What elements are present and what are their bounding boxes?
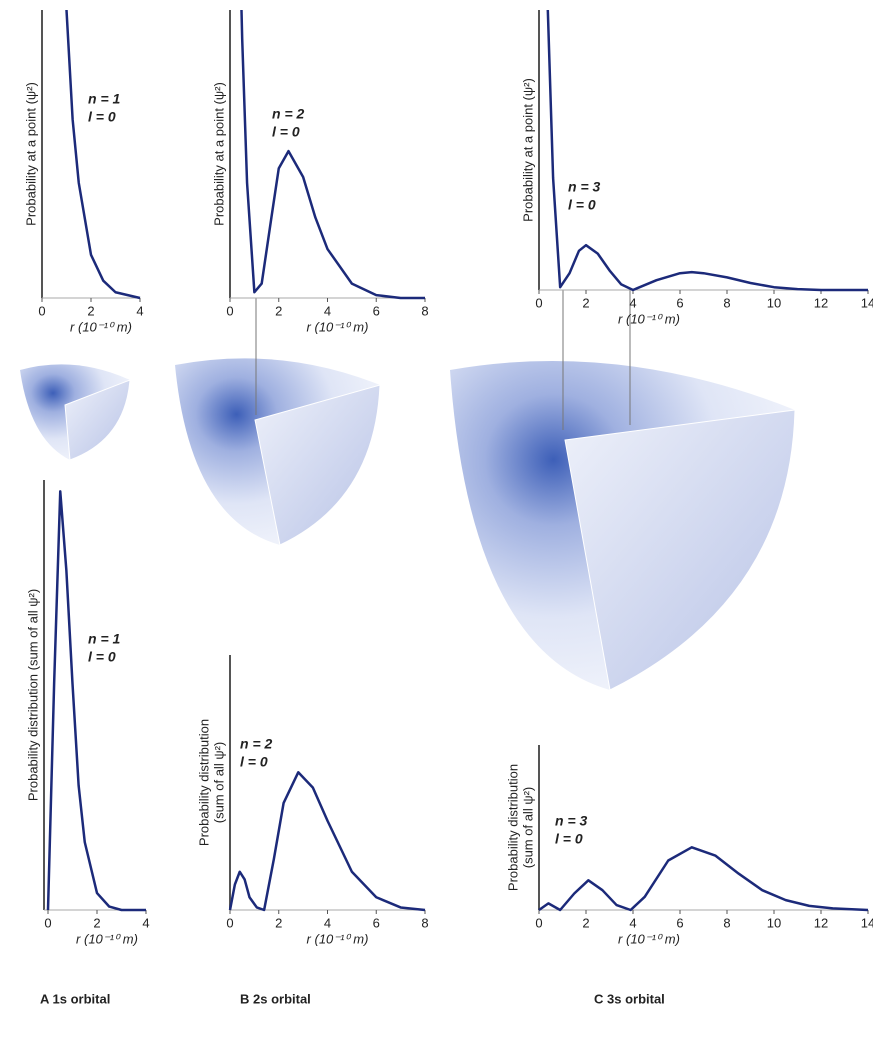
x-tick-label: 6 xyxy=(676,295,683,310)
plot: 0 2 4 6 8 10 12 14 r (10⁻¹⁰ m) Probability at a p… xyxy=(520,10,873,326)
annotation: n = 1 xyxy=(88,631,121,647)
x-tick-label: 2 xyxy=(87,303,94,318)
x-tick-label: 6 xyxy=(373,303,380,318)
connector-lines xyxy=(255,290,631,430)
x-tick-label: 10 xyxy=(767,915,781,930)
annotation: n = 2 xyxy=(240,736,273,752)
y-axis-label: (sum of all ψ²) xyxy=(211,742,226,824)
x-axis-label: r (10⁻¹⁰ m) xyxy=(307,319,369,334)
annotation: n = 1 xyxy=(88,91,121,107)
curve xyxy=(228,771,426,912)
x-tick-label: 8 xyxy=(723,295,730,310)
x-tick-label: 8 xyxy=(723,915,730,930)
plot: 0 2 4 6 8 10 12 14 r (10⁻¹⁰ m) Probability distri… xyxy=(505,745,873,1006)
x-tick-label: 4 xyxy=(629,295,636,310)
x-axis-label: r (10⁻¹⁰ m) xyxy=(618,931,680,946)
annotation: l = 0 xyxy=(240,754,268,770)
annotation: n = 2 xyxy=(272,106,305,122)
annotation: n = 3 xyxy=(555,813,588,829)
x-tick-label: 12 xyxy=(814,295,828,310)
curve xyxy=(46,490,146,912)
x-tick-label: 0 xyxy=(226,303,233,318)
plot: 0 2 4 6 8 r (10⁻¹⁰ m) Probability distribution… xyxy=(196,655,429,1006)
x-tick-label: 0 xyxy=(535,915,542,930)
x-tick-label: 4 xyxy=(324,303,331,318)
x-tick-label: 4 xyxy=(142,915,149,930)
x-axis-label: r (10⁻¹⁰ m) xyxy=(307,931,369,946)
annotation: n = 3 xyxy=(568,179,601,195)
x-tick-label: 8 xyxy=(421,915,428,930)
sphere-3s xyxy=(450,361,796,691)
curve xyxy=(65,10,141,300)
y-axis-label: Probability distribution xyxy=(505,764,520,891)
x-tick-label: 0 xyxy=(44,915,51,930)
x-axis-label: r (10⁻¹⁰ m) xyxy=(70,319,132,334)
x-tick-label: 4 xyxy=(324,915,331,930)
plot: 0 2 4 6 8 r (10⁻¹⁰ m) Probability at a point (… xyxy=(211,10,429,334)
x-tick-label: 10 xyxy=(767,295,781,310)
x-tick-label: 14 xyxy=(861,295,873,310)
plot: 0 2 4 r (10⁻¹⁰ m) Probability distribution (… xyxy=(25,480,150,1006)
caption: B 2s orbital xyxy=(240,991,311,1006)
x-tick-label: 2 xyxy=(582,295,589,310)
y-axis-label: Probability at a point (ψ²) xyxy=(211,82,226,226)
x-tick-label: 2 xyxy=(582,915,589,930)
annotation: l = 0 xyxy=(555,831,583,847)
annotation: l = 0 xyxy=(88,649,116,665)
curve xyxy=(240,10,425,300)
y-axis-label: Probability at a point (ψ²) xyxy=(520,78,535,222)
x-tick-label: 0 xyxy=(535,295,542,310)
x-axis-label: r (10⁻¹⁰ m) xyxy=(76,931,138,946)
y-axis-label: Probability distribution xyxy=(196,719,211,846)
x-tick-label: 6 xyxy=(373,915,380,930)
annotation: l = 0 xyxy=(568,197,596,213)
x-tick-label: 0 xyxy=(38,303,45,318)
x-tick-label: 6 xyxy=(676,915,683,930)
sphere-2s xyxy=(175,358,381,546)
y-axis-label: (sum of all ψ²) xyxy=(520,787,535,869)
caption: A 1s orbital xyxy=(40,991,110,1006)
curve xyxy=(546,10,868,292)
annotation: l = 0 xyxy=(272,124,300,140)
y-axis-label: Probability at a point (ψ²) xyxy=(23,82,38,226)
x-axis-label: r (10⁻¹⁰ m) xyxy=(618,311,680,326)
x-tick-label: 2 xyxy=(93,915,100,930)
x-tick-label: 8 xyxy=(421,303,428,318)
plot: 0 2 4 r (10⁻¹⁰ m) Probability at a point (ψ²… xyxy=(23,10,144,334)
y-axis-label: Probability distribution (sum of all ψ²) xyxy=(25,589,40,801)
x-tick-label: 14 xyxy=(861,915,873,930)
x-tick-label: 4 xyxy=(136,303,143,318)
x-tick-label: 2 xyxy=(275,303,282,318)
curve xyxy=(538,846,869,912)
caption: C 3s orbital xyxy=(594,991,665,1006)
x-tick-label: 12 xyxy=(814,915,828,930)
sphere-1s xyxy=(20,364,131,461)
x-tick-label: 0 xyxy=(226,915,233,930)
x-tick-label: 2 xyxy=(275,915,282,930)
annotation: l = 0 xyxy=(88,109,116,125)
x-tick-label: 4 xyxy=(629,915,636,930)
